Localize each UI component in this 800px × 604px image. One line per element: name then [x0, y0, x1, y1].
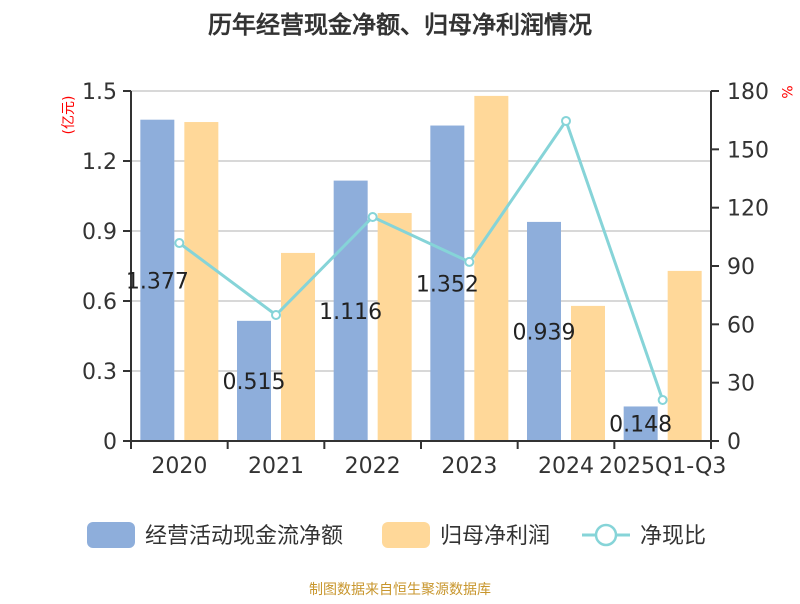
left-tick-label: 1.2	[82, 150, 117, 175]
line-point	[174, 238, 185, 249]
x-tick-label: 2022	[345, 454, 401, 479]
line-point	[271, 310, 281, 320]
left-tick-label: 0	[103, 430, 117, 455]
bar-cash-flow	[333, 180, 368, 441]
bar-net-profit	[667, 270, 702, 441]
bar-cash-flow	[527, 221, 561, 441]
bar-net-profit	[377, 213, 412, 441]
line-point	[367, 212, 378, 222]
right-tick-label: 150	[727, 138, 769, 163]
legend-label: 经营活动现金流净额	[145, 524, 343, 549]
right-axis-label: %	[778, 85, 794, 98]
left-tick-label: 1.5	[82, 80, 117, 105]
data-label: 1.352	[416, 272, 479, 297]
bar-net-profit	[184, 122, 219, 442]
bar-cash-flow	[140, 119, 175, 441]
bar-net-profit	[281, 252, 315, 441]
line-ratio	[178, 117, 665, 401]
right-tick-label: 60	[727, 313, 755, 338]
line-point	[657, 394, 668, 405]
legend-swatch-net-profit	[382, 522, 430, 548]
left-tick-label: 0.6	[82, 290, 117, 315]
data-label: 1.116	[319, 300, 382, 325]
x-tick-label: 2021	[248, 454, 304, 479]
bar-net-profit	[474, 95, 509, 442]
right-tick-label: 0	[727, 430, 741, 455]
legend-marker-ratio	[594, 523, 618, 547]
left-tick-label: 0.9	[82, 220, 117, 245]
x-tick-label: 2023	[441, 454, 497, 479]
legend-label: 归母净利润	[440, 524, 550, 549]
chart-title: 历年经营现金净额、归母净利润情况	[208, 11, 592, 39]
left-tick-label: 0.3	[82, 360, 117, 385]
bar-net-profit	[571, 305, 605, 441]
legend: 经营活动现金流净额 归母净利润 净现比	[87, 522, 706, 549]
right-tick-label: 90	[727, 255, 755, 280]
bar-cash-flow	[237, 320, 271, 441]
right-tick-label: 120	[727, 197, 769, 222]
left-axis-label: (亿元)	[61, 96, 77, 135]
bar-cash-flow	[623, 406, 658, 441]
data-label: 0.148	[609, 413, 672, 438]
source-note: 制图数据来自恒生聚源数据库	[309, 582, 491, 598]
x-tick-label: 2020	[151, 454, 207, 479]
line-point	[464, 256, 475, 267]
x-tick-label: 2024	[538, 454, 594, 479]
legend-swatch-cash-flow	[87, 522, 135, 548]
legend-label: 净现比	[640, 524, 706, 549]
right-tick-label: 180	[727, 80, 769, 105]
right-tick-label: 30	[727, 372, 755, 397]
data-label: 0.939	[513, 320, 576, 345]
bar-cash-flow	[430, 125, 465, 442]
data-label: 1.377	[126, 269, 189, 294]
x-tick-label: 2025Q1-Q3	[599, 454, 726, 479]
line-point	[561, 115, 571, 126]
data-label: 0.515	[223, 370, 286, 395]
